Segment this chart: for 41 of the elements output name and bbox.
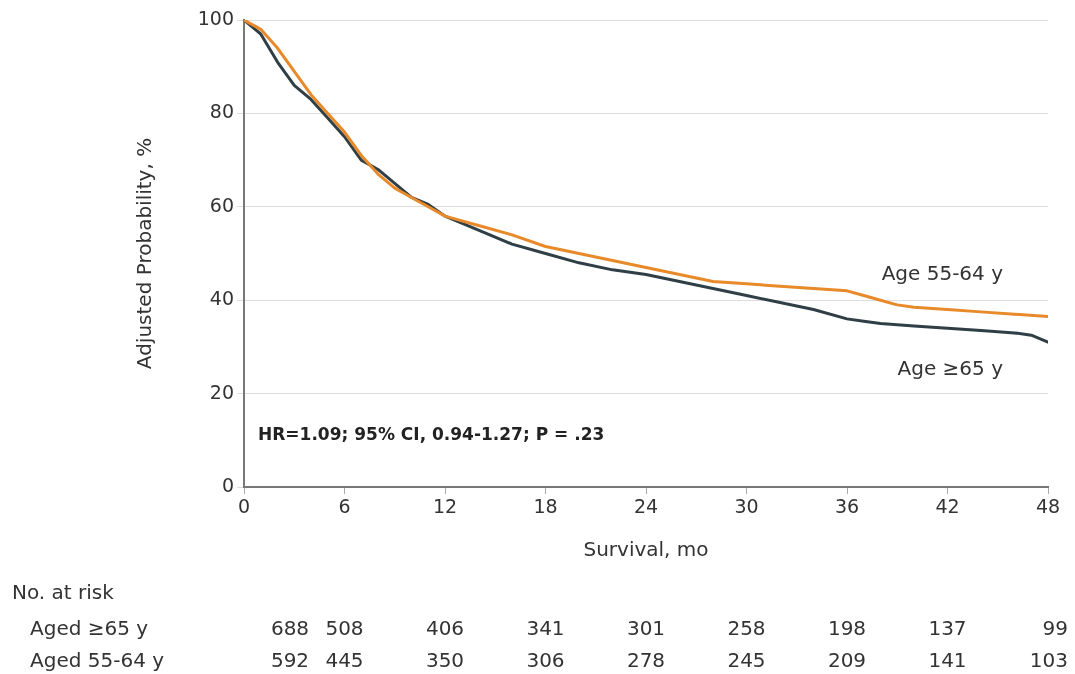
annotation: HR=1.09; 95% CI, 0.94-1.27; P = .23 xyxy=(258,424,605,445)
text: 198 xyxy=(827,616,867,641)
text: 301 xyxy=(626,616,666,641)
x-tick-label: 12 xyxy=(432,495,458,518)
text: 406 xyxy=(425,616,465,641)
text: 445 xyxy=(325,648,364,673)
text: 258 xyxy=(727,616,766,641)
text: 350 xyxy=(425,648,465,673)
x-tick-label: 24 xyxy=(633,495,659,518)
y-axis-title: Adjusted Probability, % xyxy=(132,137,157,370)
text: 137 xyxy=(928,616,967,641)
text: Aged ≥65 y xyxy=(30,616,149,641)
y-tick-label: 40 xyxy=(209,287,234,310)
y-tick-label: 60 xyxy=(209,193,234,216)
y-tick-label: 100 xyxy=(197,6,234,29)
x-tick-label: 6 xyxy=(338,495,351,518)
text: 306 xyxy=(526,648,565,673)
x-tick-label: 0 xyxy=(237,495,251,518)
y-tick-label: 20 xyxy=(209,380,234,403)
x-axis-title: Survival, mo xyxy=(583,537,709,562)
x-tick-label: 36 xyxy=(834,495,860,518)
text: 103 xyxy=(1029,648,1068,673)
text: Aged 55-64 y xyxy=(30,648,165,673)
text: 341 xyxy=(526,616,565,641)
series-label: Age 55-64 y xyxy=(881,260,1004,285)
y-tick-label: 0 xyxy=(221,473,234,496)
text: 508 xyxy=(325,616,364,641)
text: 99 xyxy=(1042,616,1068,641)
y-tick-label: 80 xyxy=(209,100,234,123)
series-label: Age ≥65 y xyxy=(897,356,1004,381)
text: No. at risk xyxy=(12,580,115,605)
x-tick-label: 30 xyxy=(734,495,759,518)
text: 688 xyxy=(270,616,310,641)
text: 278 xyxy=(626,648,666,673)
x-tick-label: 42 xyxy=(935,495,960,518)
text: 209 xyxy=(827,648,867,673)
text: 245 xyxy=(727,648,766,673)
x-tick-label: 48 xyxy=(1035,495,1061,518)
x-tick-label: 18 xyxy=(533,495,558,518)
text: 141 xyxy=(928,648,967,673)
text: 592 xyxy=(270,648,310,673)
